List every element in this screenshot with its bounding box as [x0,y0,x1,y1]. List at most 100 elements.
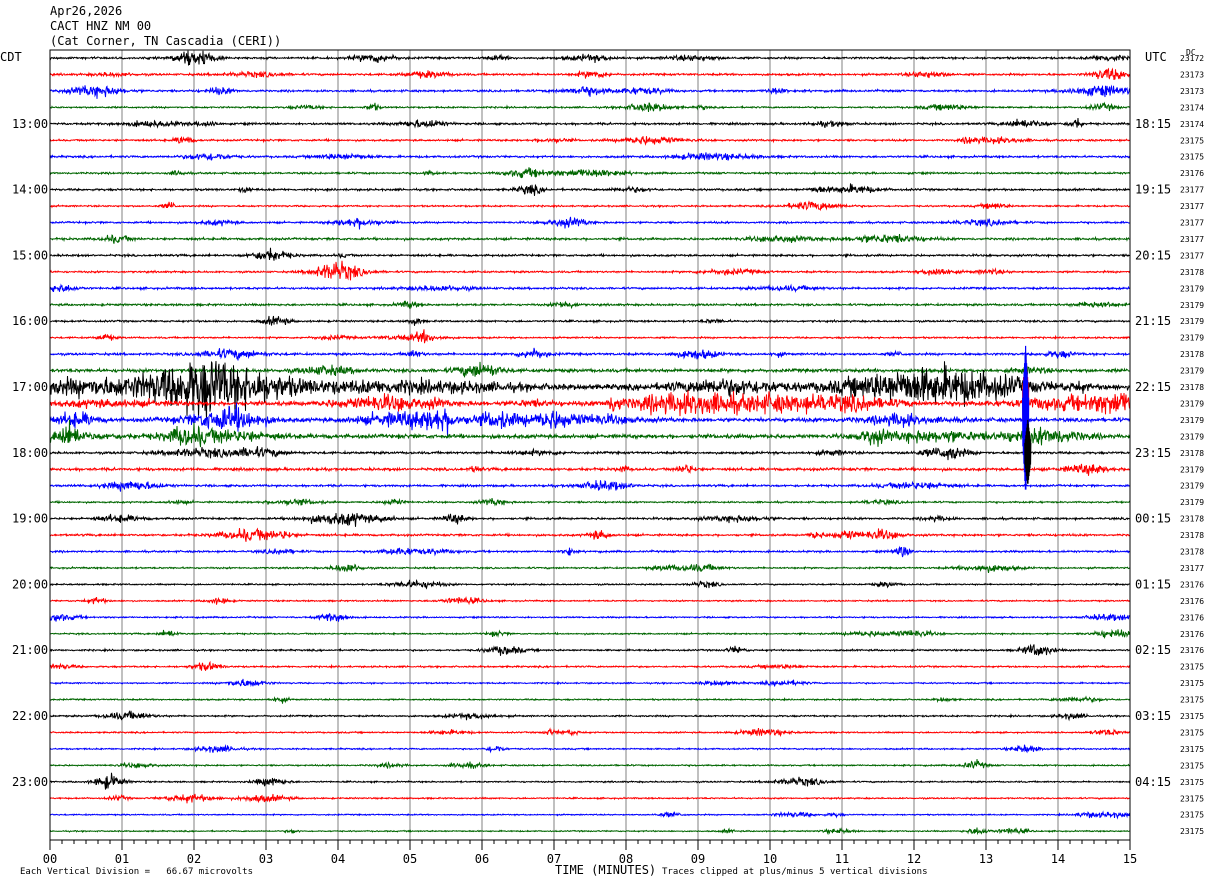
dc-offset-label: 23178 [1180,531,1204,540]
trace-44 [49,772,1131,790]
right-hour-label: 02:15 [1135,643,1171,657]
dc-offset-label: 23179 [1180,284,1204,293]
trace-25 [49,463,1131,476]
dc-offset-label: 23175 [1180,728,1204,737]
dc-offset-label: 23174 [1180,103,1204,112]
left-hour-label: 13:00 [12,117,48,131]
dc-offset-label: 23179 [1180,367,1204,376]
header-station: CACT HNZ NM 00 [50,19,152,33]
trace-11 [49,233,1130,244]
dc-offset-label: 23179 [1180,465,1204,474]
dc-offset-label: 23174 [1180,120,1204,129]
scale-note: Each Vertical Division = 66.67 microvolt… [20,867,253,877]
trace-30 [49,545,1131,558]
left-hour-label: 20:00 [12,577,48,591]
dc-offset-label: 23175 [1180,136,1204,145]
left-hour-label: 17:00 [12,380,48,394]
seismic-traces [49,50,1131,836]
trace-6 [49,152,1131,162]
trace-14 [49,283,1131,293]
trace-2 [49,84,1131,99]
trace-43 [49,759,1131,770]
event-spike [1022,345,1030,490]
header-date: Apr26,2026 [50,4,123,18]
x-tick-label: 00 [43,852,57,866]
right-hour-label: 04:15 [1135,775,1171,789]
dc-offset-label: 23178 [1180,383,1204,392]
clip-note: Traces clipped at plus/minus 5 vertical … [662,867,928,877]
trace-9 [50,200,1131,212]
trace-36 [49,643,1131,656]
x-tick-label: 08 [619,852,633,866]
trace-10 [49,216,1131,230]
dc-offset-label: 23173 [1180,87,1204,96]
dc-offset-label: 23179 [1180,334,1204,343]
trace-16 [49,315,1131,326]
trace-40 [49,710,1131,722]
trace-7 [49,167,1131,179]
right-hour-label: 20:15 [1135,248,1171,262]
dc-offset-label: 23176 [1180,597,1204,606]
trace-23 [49,419,1131,448]
dc-offset-label: 23177 [1180,564,1204,573]
trace-8 [49,183,1131,196]
grid-lines [121,50,1059,840]
trace-32 [49,579,1130,590]
dc-offset-label: 23175 [1180,827,1204,836]
dc-offset-label: 23177 [1180,219,1204,228]
trace-29 [49,527,1131,542]
dc-offset-label: 23176 [1180,580,1204,589]
dc-offset-label: 23178 [1180,515,1204,524]
dc-offset-label: 23177 [1180,235,1204,244]
x-tick-label: 01 [115,852,129,866]
trace-45 [49,793,1130,804]
dc-offset-label: 23175 [1180,153,1204,162]
dc-offset-label: 23173 [1180,70,1204,79]
x-tick-label: 15 [1123,852,1137,866]
left-hour-label: 18:00 [12,446,48,460]
right-hour-label: 00:15 [1135,512,1171,526]
plot-frame [49,49,1131,841]
x-tick-label: 05 [403,852,417,866]
trace-21 [49,390,1131,417]
dc-offset-label: 23175 [1180,794,1204,803]
dc-offset-label: 23175 [1180,761,1204,770]
x-axis-label: TIME (MINUTES) [555,863,657,877]
right-hour-label: 01:15 [1135,577,1171,591]
x-tick-label: 09 [691,852,705,866]
trace-20 [49,360,1131,421]
dc-offset-label: 23172 [1180,54,1204,63]
dc-offset-label: 23175 [1180,712,1204,721]
x-tick-label: 12 [907,852,921,866]
trace-4 [50,117,1131,129]
trace-41 [49,727,1131,738]
right-hour-label: 21:15 [1135,314,1171,328]
trace-38 [49,678,1130,688]
trace-13 [49,260,1131,281]
trace-15 [49,300,1131,310]
trace-24 [49,446,1130,461]
trace-33 [49,596,1131,606]
trace-1 [49,67,1131,80]
left-hour-label: 14:00 [12,183,48,197]
dc-offset-label: 23175 [1180,663,1204,672]
trace-34 [49,612,1131,622]
x-tick-label: 10 [763,852,777,866]
dc-offset-label: 23175 [1180,811,1204,820]
left-hour-label: 16:00 [12,314,48,328]
dc-offset-label: 23175 [1180,696,1204,705]
x-tick-label: 13 [979,852,993,866]
left-hour-label: 23:00 [12,775,48,789]
dc-offset-label: 23176 [1180,169,1204,178]
trace-39 [49,695,1130,704]
dc-offset-label: 23177 [1180,251,1204,260]
header-location: (Cat Corner, TN Cascadia (CERI)) [50,34,282,48]
trace-22 [49,402,1131,437]
right-hour-label: 23:15 [1135,446,1171,460]
dc-offset-label: 23175 [1180,745,1204,754]
event-spike [1024,419,1032,484]
x-tick-label: 04 [331,852,345,866]
x-tick-label: 03 [259,852,273,866]
x-tick-label: 07 [547,852,561,866]
